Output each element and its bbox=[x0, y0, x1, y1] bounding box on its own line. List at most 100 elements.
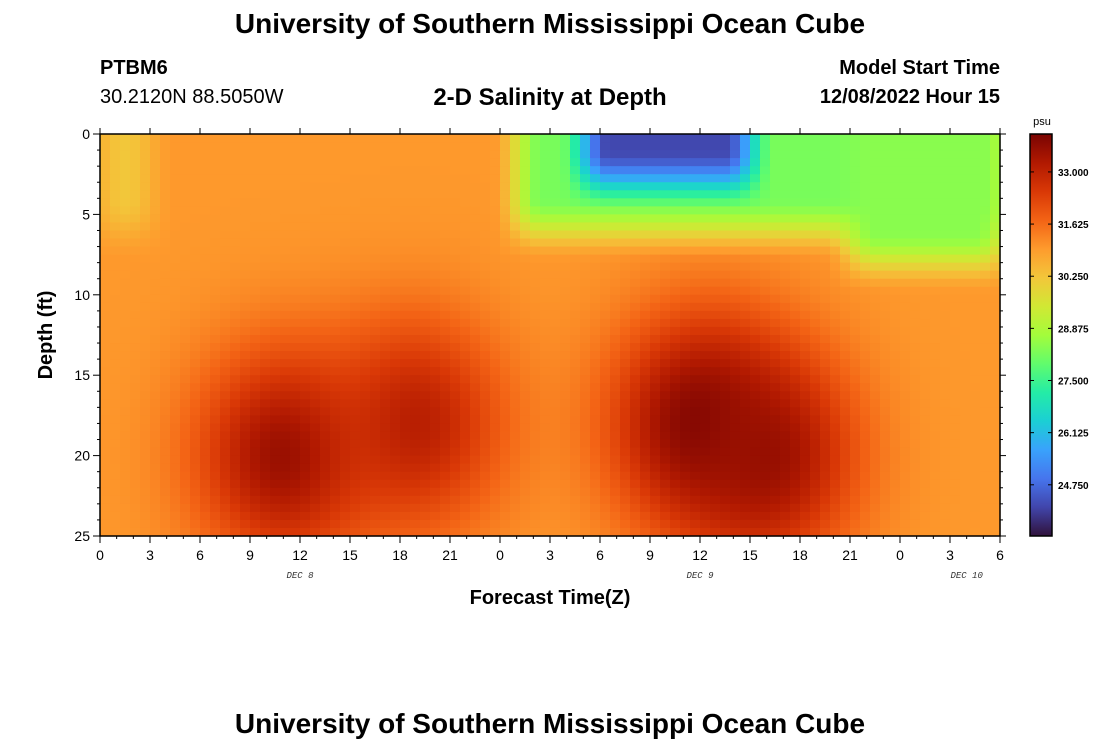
heatmap-cell bbox=[570, 206, 581, 215]
heatmap-cell bbox=[650, 359, 661, 368]
heatmap-cell bbox=[590, 487, 601, 497]
heatmap-cell bbox=[760, 359, 771, 368]
heatmap-cell bbox=[890, 262, 901, 272]
heatmap-cell bbox=[680, 359, 691, 368]
heatmap-cell bbox=[490, 254, 501, 264]
heatmap-cell bbox=[570, 399, 581, 408]
heatmap-cell bbox=[620, 415, 631, 425]
heatmap-cell bbox=[280, 391, 291, 400]
heatmap-cell bbox=[960, 150, 971, 159]
heatmap-cell bbox=[680, 214, 691, 224]
heatmap-cell bbox=[530, 391, 541, 400]
heatmap-cell bbox=[670, 383, 681, 392]
heatmap-cell bbox=[560, 359, 571, 368]
heatmap-cell bbox=[620, 142, 631, 151]
heatmap-cell bbox=[660, 423, 671, 433]
heatmap-cell bbox=[720, 142, 731, 151]
heatmap-cell bbox=[530, 254, 541, 264]
heatmap-cell bbox=[460, 262, 471, 272]
heatmap-cell bbox=[970, 150, 981, 159]
heatmap-cell bbox=[430, 343, 441, 352]
heatmap-cell bbox=[840, 318, 851, 328]
heatmap-cell bbox=[820, 222, 831, 232]
heatmap-cell bbox=[440, 214, 451, 224]
heatmap-cell bbox=[230, 238, 241, 248]
heatmap-cell bbox=[670, 150, 681, 159]
heatmap-cell bbox=[520, 343, 531, 352]
heatmap-cell bbox=[770, 359, 781, 368]
heatmap-cell bbox=[900, 511, 911, 521]
heatmap-cell bbox=[270, 326, 281, 336]
heatmap-cell bbox=[780, 142, 791, 151]
heatmap-cell bbox=[860, 343, 871, 352]
heatmap-cell bbox=[640, 511, 651, 521]
heatmap-cell bbox=[450, 262, 461, 272]
heatmap-cell bbox=[320, 335, 331, 344]
heatmap-cell bbox=[250, 294, 261, 304]
heatmap-cell bbox=[830, 190, 841, 199]
heatmap-cell bbox=[510, 318, 521, 328]
heatmap-cell bbox=[790, 375, 801, 384]
heatmap-cell bbox=[500, 359, 511, 368]
heatmap-cell bbox=[120, 214, 131, 224]
heatmap-cell bbox=[550, 190, 561, 199]
heatmap-cell bbox=[390, 423, 401, 433]
heatmap-cell bbox=[750, 351, 761, 360]
heatmap-cell bbox=[140, 198, 151, 207]
heatmap-cell bbox=[100, 182, 111, 191]
heatmap-cell bbox=[760, 423, 771, 433]
heatmap-cell bbox=[830, 391, 841, 400]
heatmap-cell bbox=[870, 246, 881, 256]
heatmap-cell bbox=[360, 439, 371, 449]
heatmap-cell bbox=[470, 238, 481, 248]
heatmap-cell bbox=[820, 278, 831, 288]
heatmap-cell bbox=[660, 447, 671, 457]
heatmap-cell bbox=[540, 527, 551, 537]
heatmap-cell bbox=[780, 519, 791, 529]
heatmap-cell bbox=[300, 479, 311, 489]
heatmap-cell bbox=[310, 134, 321, 143]
heatmap-cell bbox=[170, 166, 181, 175]
heatmap-cell bbox=[880, 326, 891, 336]
heatmap-cell bbox=[290, 447, 301, 457]
heatmap-cell bbox=[430, 206, 441, 215]
heatmap-cell bbox=[980, 326, 991, 336]
heatmap-cell bbox=[260, 246, 271, 256]
heatmap-cell bbox=[260, 190, 271, 199]
heatmap-cell bbox=[110, 463, 121, 473]
heatmap-cell bbox=[590, 182, 601, 191]
heatmap-cell bbox=[610, 487, 621, 497]
heatmap-cell bbox=[910, 278, 921, 288]
heatmap-cell bbox=[140, 343, 151, 352]
heatmap-cell bbox=[760, 415, 771, 425]
heatmap-cell bbox=[490, 302, 501, 312]
heatmap-cell bbox=[960, 527, 971, 537]
heatmap-cell bbox=[370, 174, 381, 183]
heatmap-cell bbox=[570, 190, 581, 199]
heatmap-cell bbox=[690, 407, 701, 416]
heatmap-cell bbox=[950, 166, 961, 175]
heatmap-cell bbox=[890, 415, 901, 425]
heatmap-cell bbox=[590, 383, 601, 392]
heatmap-cell bbox=[390, 302, 401, 312]
heatmap-cell bbox=[690, 351, 701, 360]
heatmap-cell bbox=[880, 174, 891, 183]
heatmap-cell bbox=[850, 447, 861, 457]
heatmap-cell bbox=[590, 407, 601, 416]
colorbar-tick-label: 28.875 bbox=[1058, 324, 1089, 335]
heatmap-cell bbox=[190, 399, 201, 408]
heatmap-cell bbox=[990, 134, 1001, 143]
heatmap-cell bbox=[710, 335, 721, 344]
heatmap-cell bbox=[950, 503, 961, 513]
heatmap-cell bbox=[760, 335, 771, 344]
heatmap-cell bbox=[760, 519, 771, 529]
heatmap-cell bbox=[130, 142, 141, 151]
heatmap-cell bbox=[290, 359, 301, 368]
heatmap-cell bbox=[480, 278, 491, 288]
heatmap-cell bbox=[800, 423, 811, 433]
heatmap-cell bbox=[730, 439, 741, 449]
heatmap-cell bbox=[550, 182, 561, 191]
heatmap-cell bbox=[810, 487, 821, 497]
heatmap-cell bbox=[770, 222, 781, 232]
heatmap-cell bbox=[140, 359, 151, 368]
